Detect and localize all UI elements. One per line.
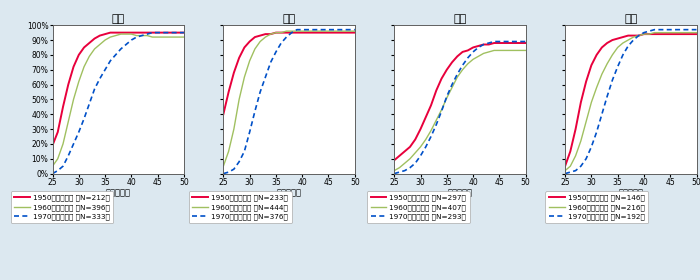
- X-axis label: 年齢（歳）: 年齢（歳）: [618, 188, 643, 197]
- Legend: 1950年代生まれ ［N=212］, 1960年代生まれ ［N=396］, 1970年代生まれ ［N=333］: 1950年代生まれ ［N=212］, 1960年代生まれ ［N=396］, 19…: [10, 191, 113, 223]
- Legend: 1950年代生まれ ［N=146］, 1960年代生まれ ［N=216］, 1970年代生まれ ［N=192］: 1950年代生まれ ［N=146］, 1960年代生まれ ［N=216］, 19…: [545, 191, 648, 223]
- Title: 医学: 医学: [454, 15, 467, 24]
- X-axis label: 年齢（歳）: 年齢（歳）: [447, 188, 473, 197]
- Title: 工学: 工学: [282, 15, 295, 24]
- Title: 理学: 理学: [111, 15, 125, 24]
- X-axis label: 年齢（歳）: 年齢（歳）: [106, 188, 131, 197]
- X-axis label: 年齢（歳）: 年齢（歳）: [276, 188, 302, 197]
- Legend: 1950年代生まれ ［N=297］, 1960年代生まれ ［N=407］, 1970年代生まれ ［N=293］: 1950年代生まれ ［N=297］, 1960年代生まれ ［N=407］, 19…: [367, 191, 470, 223]
- Title: 農学: 農学: [624, 15, 638, 24]
- Legend: 1950年代生まれ ［N=233］, 1960年代生まれ ［N=444］, 1970年代生まれ ［N=376］: 1950年代生まれ ［N=233］, 1960年代生まれ ［N=444］, 19…: [189, 191, 292, 223]
